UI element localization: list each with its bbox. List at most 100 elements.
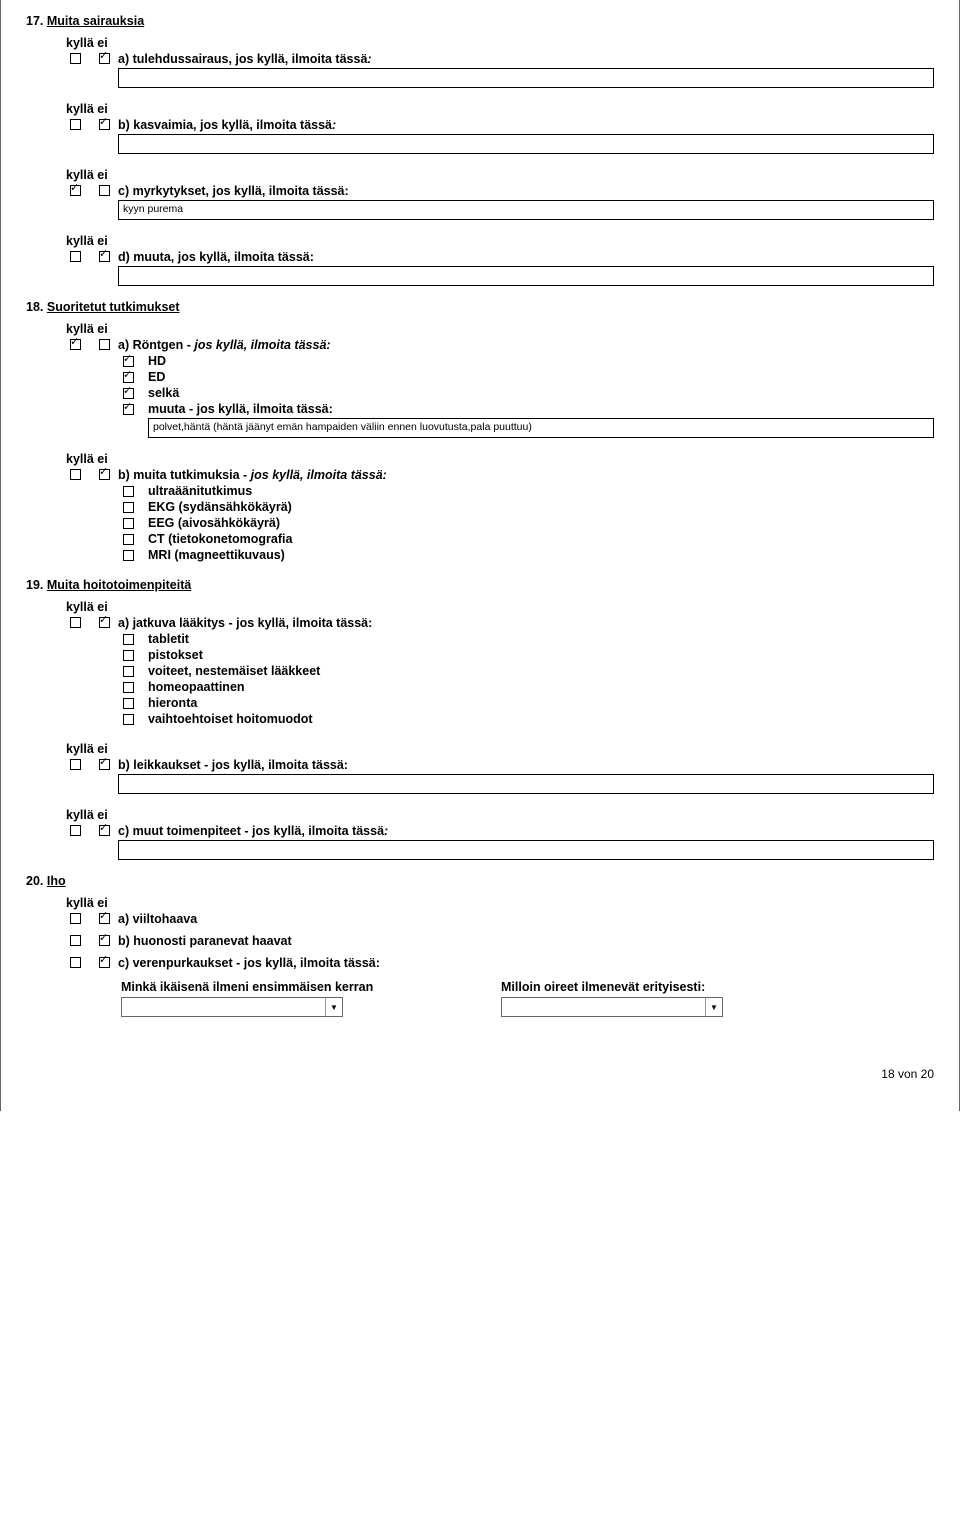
q20c-label: c) verenpurkaukset - jos kyllä, ilmoita … [118, 956, 934, 970]
section-20-title: Iho [47, 874, 66, 888]
q20c-kylla-checkbox[interactable] [70, 957, 81, 968]
q20a-kylla-checkbox[interactable] [70, 913, 81, 924]
q17b-kylla-checkbox[interactable] [70, 119, 81, 130]
q20-when-select[interactable]: ▼ [501, 997, 723, 1017]
q18a-muuta-checkbox[interactable] [123, 404, 134, 415]
section-20-heading: 20. Iho [26, 874, 934, 888]
kylla-ei-label: kyllä ei [66, 600, 934, 614]
q18b-ekg-checkbox[interactable] [123, 502, 134, 513]
q19b-kylla-checkbox[interactable] [70, 759, 81, 770]
page-footer: 18 von 20 [26, 1067, 934, 1081]
q19a: kyllä ei a) jatkuva lääkitys - jos kyllä… [26, 600, 934, 728]
section-20-number: 20. [26, 874, 43, 888]
q19a-ei-checkbox[interactable] [99, 617, 110, 628]
q19a-vaihto-label: vaihtoehtoiset hoitomuodot [148, 712, 313, 726]
q20a-ei-checkbox[interactable] [99, 913, 110, 924]
q17a: kyllä ei a) tulehdussairaus, jos kyllä, … [26, 36, 934, 88]
q20-followup-row: Minkä ikäisenä ilmeni ensimmäisen kerran… [121, 980, 934, 1017]
q19a-pistokset-label: pistokset [148, 648, 203, 662]
section-17-title: Muita sairauksia [47, 14, 144, 28]
q18b: kyllä ei b) muita tutkimuksia - jos kyll… [26, 452, 934, 564]
q17d-kylla-checkbox[interactable] [70, 251, 81, 262]
q18b-kylla-checkbox[interactable] [70, 469, 81, 480]
q17b: kyllä ei b) kasvaimia, jos kyllä, ilmoit… [26, 102, 934, 154]
q17c-kylla-checkbox[interactable] [70, 185, 81, 196]
q17c-label: c) myrkytykset, jos kyllä, ilmoita tässä… [118, 184, 934, 198]
q19a-voiteet-label: voiteet, nestemäiset lääkkeet [148, 664, 320, 678]
q19a-homeo-checkbox[interactable] [123, 682, 134, 693]
q18b-ekg-label: EKG (sydänsähkökäyrä) [148, 500, 292, 514]
q18a-label: a) Röntgen - jos kyllä, ilmoita tässä: [118, 338, 934, 352]
q19c-kylla-checkbox[interactable] [70, 825, 81, 836]
q17b-ei-checkbox[interactable] [99, 119, 110, 130]
q17b-input[interactable] [118, 134, 934, 154]
q20c: c) verenpurkaukset - jos kyllä, ilmoita … [26, 956, 934, 1017]
q18b-mri-checkbox[interactable] [123, 550, 134, 561]
q18a-selka-label: selkä [148, 386, 179, 400]
q19a-kylla-checkbox[interactable] [70, 617, 81, 628]
q20a: kyllä ei a) viiltohaava [26, 896, 934, 928]
q19a-label: a) jatkuva lääkitys - jos kyllä, ilmoita… [118, 616, 934, 630]
section-17-heading: 17. Muita sairauksia [26, 14, 934, 28]
kylla-ei-label: kyllä ei [66, 896, 934, 910]
q18b-eeg-checkbox[interactable] [123, 518, 134, 529]
q18a-ed-checkbox[interactable] [123, 372, 134, 383]
q17c-input[interactable]: kyyn purema [118, 200, 934, 220]
q17c: kyllä ei c) myrkytykset, jos kyllä, ilmo… [26, 168, 934, 220]
q19c-input[interactable] [118, 840, 934, 860]
q18a-kylla-checkbox[interactable] [70, 339, 81, 350]
kylla-ei-label: kyllä ei [66, 168, 934, 182]
q18b-mri-label: MRI (magneettikuvaus) [148, 548, 285, 562]
q20c-ei-checkbox[interactable] [99, 957, 110, 968]
q18b-label: b) muita tutkimuksia - jos kyllä, ilmoit… [118, 468, 934, 482]
q18a-hd-checkbox[interactable] [123, 356, 134, 367]
q18a-selka-checkbox[interactable] [123, 388, 134, 399]
section-18-number: 18. [26, 300, 43, 314]
q18a-muuta-input[interactable]: polvet,häntä (häntä jäänyt emän hampaide… [148, 418, 934, 438]
section-17-number: 17. [26, 14, 43, 28]
q18b-ultra-label: ultraäänitutkimus [148, 484, 252, 498]
q18b-eeg-label: EEG (aivosähkökäyrä) [148, 516, 280, 530]
q19a-tabletit-checkbox[interactable] [123, 634, 134, 645]
q19a-voiteet-checkbox[interactable] [123, 666, 134, 677]
q17d-input[interactable] [118, 266, 934, 286]
q18a-muuta-label: muuta - jos kyllä, ilmoita tässä: [148, 402, 333, 416]
q19a-vaihto-checkbox[interactable] [123, 714, 134, 725]
q17d-ei-checkbox[interactable] [99, 251, 110, 262]
q19c-ei-checkbox[interactable] [99, 825, 110, 836]
q18b-ei-checkbox[interactable] [99, 469, 110, 480]
q19a-pistokset-checkbox[interactable] [123, 650, 134, 661]
q20-age-select[interactable]: ▼ [121, 997, 343, 1017]
q17a-ei-checkbox[interactable] [99, 53, 110, 64]
q19b-ei-checkbox[interactable] [99, 759, 110, 770]
section-18-heading: 18. Suoritetut tutkimukset [26, 300, 934, 314]
q18a-ei-checkbox[interactable] [99, 339, 110, 350]
section-18-title: Suoritetut tutkimukset [47, 300, 180, 314]
q19a-homeo-label: homeopaattinen [148, 680, 245, 694]
q19a-tabletit-label: tabletit [148, 632, 189, 646]
dropdown-arrow-icon: ▼ [705, 998, 722, 1016]
q19c-label: c) muut toimenpiteet - jos kyllä, ilmoit… [118, 824, 934, 838]
section-19-heading: 19. Muita hoitotoimenpiteitä [26, 578, 934, 592]
q20a-label: a) viiltohaava [118, 912, 934, 926]
q20b-ei-checkbox[interactable] [99, 935, 110, 946]
q17a-input[interactable] [118, 68, 934, 88]
q18a-ed-label: ED [148, 370, 165, 384]
kylla-ei-label: kyllä ei [66, 808, 934, 822]
q18a-hd-label: HD [148, 354, 166, 368]
q17a-kylla-checkbox[interactable] [70, 53, 81, 64]
q19a-hieronta-label: hieronta [148, 696, 197, 710]
q17c-ei-checkbox[interactable] [99, 185, 110, 196]
q18b-ct-label: CT (tietokonetomografia [148, 532, 292, 546]
kylla-ei-label: kyllä ei [66, 102, 934, 116]
q17d-label: d) muuta, jos kyllä, ilmoita tässä: [118, 250, 934, 264]
q19a-hieronta-checkbox[interactable] [123, 698, 134, 709]
q18b-ultra-checkbox[interactable] [123, 486, 134, 497]
q19c: kyllä ei c) muut toimenpiteet - jos kyll… [26, 808, 934, 860]
q20b-kylla-checkbox[interactable] [70, 935, 81, 946]
q17d: kyllä ei d) muuta, jos kyllä, ilmoita tä… [26, 234, 934, 286]
kylla-ei-label: kyllä ei [66, 322, 934, 336]
q18b-ct-checkbox[interactable] [123, 534, 134, 545]
form-page: 17. Muita sairauksia kyllä ei a) tulehdu… [0, 0, 960, 1111]
q19b-input[interactable] [118, 774, 934, 794]
